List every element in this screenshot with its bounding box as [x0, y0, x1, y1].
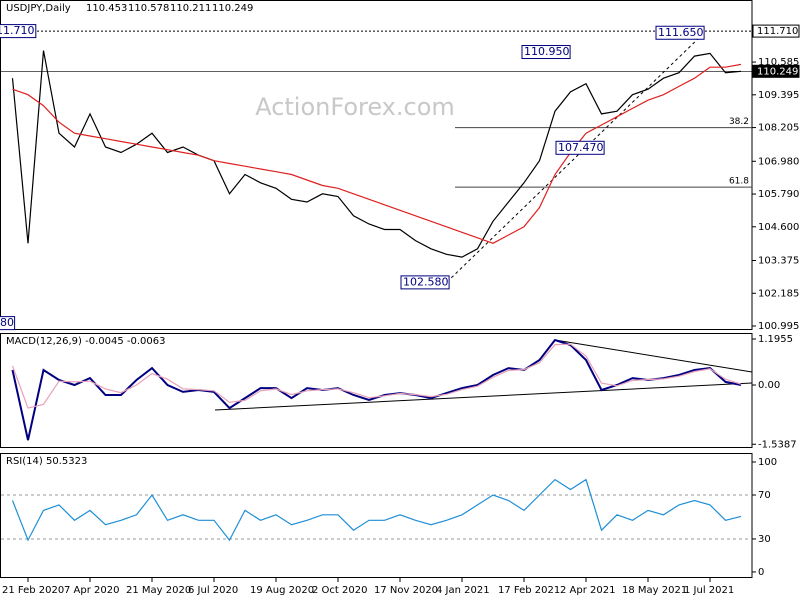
annotation-box: [655, 25, 705, 40]
annotation-box: [0, 24, 37, 39]
y-tick-label: 1.1955: [758, 334, 793, 345]
y-tick-label: 110.585: [758, 57, 799, 68]
trend-line: [554, 339, 753, 373]
y-tick-label: 70: [758, 490, 771, 501]
series-line: [11, 338, 742, 441]
y-tick-label: 30: [758, 534, 771, 545]
annotation-box: [555, 140, 605, 155]
y-tick-label: 0.00: [758, 380, 780, 391]
annotation-label: 11.710: [0, 24, 35, 37]
x-tick-label: 21 Feb 2020: [2, 585, 64, 596]
annotation-box: [400, 275, 450, 290]
fib-label: 38.2: [729, 117, 749, 127]
x-tick-label: 17 Nov 2020: [374, 585, 438, 596]
x-tick-label: 19 Aug 2020: [250, 585, 314, 596]
price-label-box: [752, 64, 800, 78]
x-tick-label: 4 Jan 2021: [436, 585, 490, 596]
price-label: 111.710: [757, 26, 798, 37]
panel-title: MACD(12,26,9) -0.0045 -0.0063: [6, 336, 166, 347]
watermark: ActionForex.com: [255, 93, 455, 121]
annotation-box: [521, 45, 571, 60]
y-tick-label: 108.205: [758, 123, 799, 134]
ohlc-value: 110.211: [170, 3, 211, 14]
ohlc-value: 110.249: [212, 3, 253, 14]
y-tick-label: 109.395: [758, 90, 799, 101]
y-tick-label: 102.185: [758, 288, 799, 299]
panel-frame: [0, 453, 753, 578]
x-tick-label: 21 May 2020: [126, 585, 191, 596]
y-tick-label: 104.600: [758, 222, 799, 233]
trend-line: [214, 382, 753, 411]
y-tick-label: 105.790: [758, 189, 799, 200]
x-tick-label: 2 Apr 2021: [560, 585, 615, 596]
annotation-box: [0, 316, 16, 331]
y-tick-label: 103.375: [758, 256, 799, 267]
x-tick-label: 7 Apr 2020: [64, 585, 119, 596]
annotation-label: 111.650: [658, 26, 704, 39]
price-label: 110.249: [757, 66, 798, 77]
annotation-label: 80: [0, 316, 14, 329]
panel-title: RSI(14) 50.5323: [6, 456, 87, 467]
x-tick-label: 6 Jul 2020: [188, 585, 238, 596]
series-line: [11, 478, 742, 542]
y-tick-label: 0: [758, 567, 764, 578]
ohlc-value: 110.453: [86, 3, 127, 14]
x-tick-label: 1 Jul 2021: [684, 585, 734, 596]
ohlc-value: 110.578: [128, 3, 169, 14]
y-tick-label: 100.995: [758, 321, 799, 332]
annotation-label: 110.950: [524, 45, 570, 58]
y-tick-label: 100: [758, 457, 777, 468]
panel-frame: [0, 333, 753, 448]
y-tick-label: -1.5387: [758, 439, 797, 450]
series-line: [11, 343, 742, 409]
x-tick-label: 2 Oct 2020: [312, 585, 367, 596]
x-tick-label: 17 Feb 2021: [498, 585, 560, 596]
annotation-label: 102.580: [403, 275, 449, 288]
panel-frame: [0, 0, 753, 330]
series-line: [12, 63, 742, 244]
x-tick-label: 18 May 2021: [622, 585, 687, 596]
fib-label: 61.8: [729, 177, 749, 187]
y-tick-label: 106.980: [758, 156, 799, 167]
panel-title: USDJPY,Daily: [6, 3, 71, 14]
series-line: [11, 50, 742, 258]
annotation-label: 107.470: [558, 141, 604, 154]
price-label-box: [752, 24, 800, 38]
